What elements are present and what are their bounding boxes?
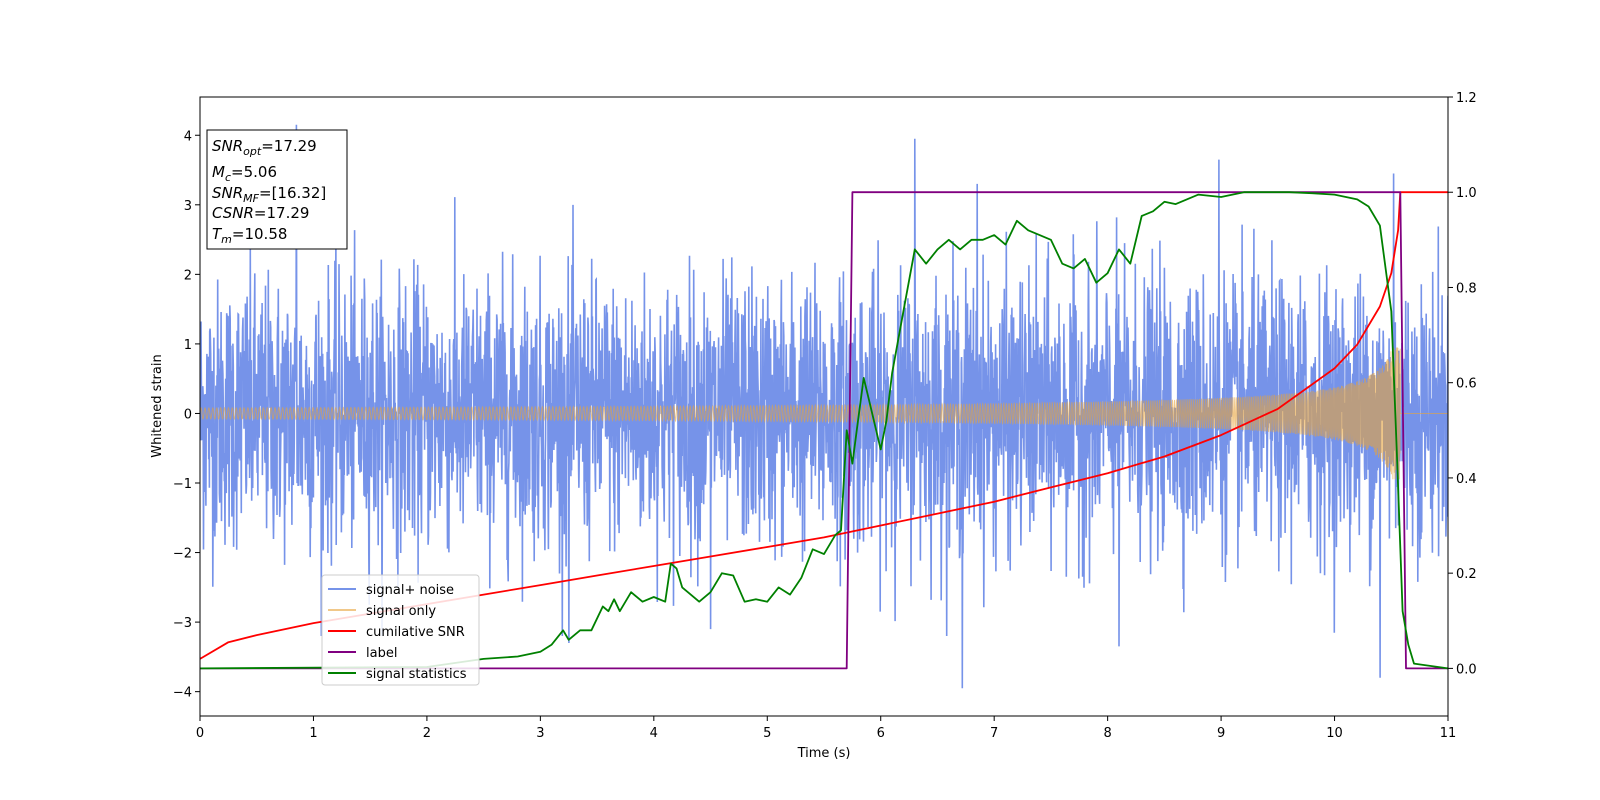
y2-tick-label: 0.6 [1456,377,1477,392]
x-tick-label: 1 [309,726,317,741]
y2-tick-label: 1.0 [1456,186,1477,201]
ticks-layer: 0 1 2 3 4 5 6 7 8 9 10 1143210−1−2−3−41.21.00.80.60… [173,91,1477,741]
y2-tick-label: 0.8 [1456,281,1477,296]
info-csnr: CSNR=17.29 [212,204,309,222]
x-tick-label: 3 [536,726,544,741]
legend-label: signal+ noise [366,583,454,598]
y-tick-label: 2 [184,268,192,283]
series-signal-noise-line [200,124,1448,689]
info-tm: Tm=10.58 [212,225,287,246]
y-axis-label: Whitened strain [150,354,165,457]
y2-tick-label: 0.2 [1456,567,1477,582]
x-tick-label: 9 [1217,726,1225,741]
legend-label: signal only [366,604,436,619]
y2-tick-label: 1.2 [1456,91,1477,106]
y-tick-label: 3 [184,199,192,214]
x-tick-label: 4 [650,726,658,741]
legend-label: cumilative SNR [366,625,465,640]
y-tick-label: 4 [184,129,192,144]
x-tick-label: 11 [1440,726,1457,741]
y-tick-label: −1 [173,477,192,492]
plot-frame [199,96,1449,717]
x-tick-label: 5 [763,726,771,741]
info-box: SNRopt=17.29 Mc=5.06 SNRMF=[16.32] CSNR=… [206,129,348,250]
x-tick-label: 7 [990,726,998,741]
y-tick-label: −3 [173,616,192,631]
y2-tick-label: 0.0 [1456,662,1477,677]
x-axis-label: Time (s) [797,746,851,761]
y-tick-label: −4 [173,686,192,701]
info-box-frame [206,129,348,250]
x-tick-label: 0 [196,726,204,741]
info-snr-opt: SNRopt=17.29 [212,137,317,158]
series-signal-only-line [200,347,1448,480]
y2-tick-label: 0.4 [1456,472,1477,487]
legend: signal+ noise signal only cumilative SNR la… [321,574,480,686]
legend-label: signal statistics [366,667,467,682]
series-signal-statistics-line [200,191,1448,670]
legend-frame [321,574,480,686]
x-tick-label: 2 [423,726,431,741]
x-tick-label: 8 [1103,726,1111,741]
info-mc: Mc=5.06 [212,163,277,184]
y-tick-label: 0 [184,407,192,422]
legend-items: signal+ noise signal only cumilative SNR la… [328,583,467,682]
y-tick-label: 1 [184,338,192,353]
x-tick-label: 10 [1326,726,1343,741]
y-tick-label: −2 [173,547,192,562]
x-tick-label: 6 [877,726,885,741]
info-snr-mf: SNRMF=[16.32] [212,184,326,205]
series-label-line [200,191,1448,670]
legend-label: label [366,646,397,661]
